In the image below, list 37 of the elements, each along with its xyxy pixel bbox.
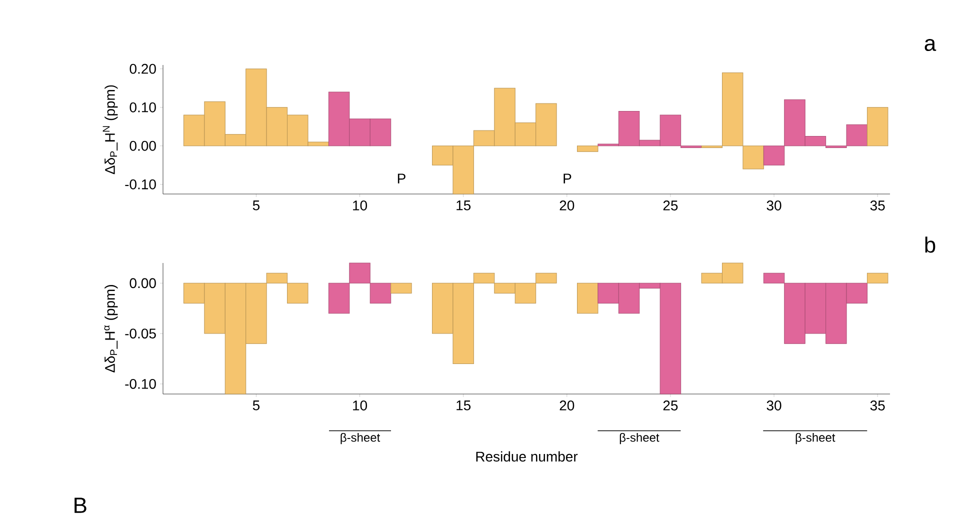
x-tick-label: 15 [456, 400, 471, 410]
x-tick-label: 25 [663, 400, 678, 410]
bar [866, 272, 888, 284]
y-tick-label: -0.10 [125, 179, 156, 190]
y-tick-label: -0.10 [125, 378, 156, 389]
y-axis-title: Δδ$_{P}$_H$^{α}$ (ppm) [104, 285, 118, 372]
text: a [924, 38, 936, 52]
annotation: P [398, 174, 406, 184]
x-axis-title: Residue number [476, 451, 578, 462]
x-tick-label: 30 [766, 200, 782, 210]
text: β-sheet [796, 432, 836, 444]
x-tick-label: 10 [353, 200, 368, 210]
bar [577, 146, 598, 152]
text: b [925, 236, 936, 253]
x-tick-label: 20 [560, 400, 574, 410]
y-tick-label: 0.20 [130, 64, 156, 74]
text: β-sheet [340, 432, 380, 444]
y-tick-label: -0.05 [125, 328, 156, 338]
x-tick-label: 25 [663, 200, 678, 210]
x-tick-label: 30 [766, 400, 782, 410]
x-tick-label: 35 [870, 200, 885, 210]
x-tick-label: 5 [252, 400, 260, 410]
text: B [74, 498, 86, 513]
y-tick-label: 0.10 [130, 102, 156, 112]
y-tick-label: 0.00 [130, 140, 156, 151]
y-tick-label: 0.00 [130, 278, 156, 288]
bar [577, 282, 598, 314]
x-tick-label: 20 [560, 200, 574, 210]
y-axis-title: Δδ$_{P}$_H$^{N}$ (ppm) [102, 85, 118, 174]
x-tick-label: 35 [870, 400, 885, 410]
x-tick-label: 15 [456, 200, 471, 210]
annotation: P [564, 174, 572, 184]
bar [866, 107, 888, 146]
x-tick-label: 5 [252, 200, 260, 210]
text: β-sheet [620, 432, 660, 444]
bar [390, 282, 412, 294]
x-tick-label: 10 [353, 400, 368, 410]
